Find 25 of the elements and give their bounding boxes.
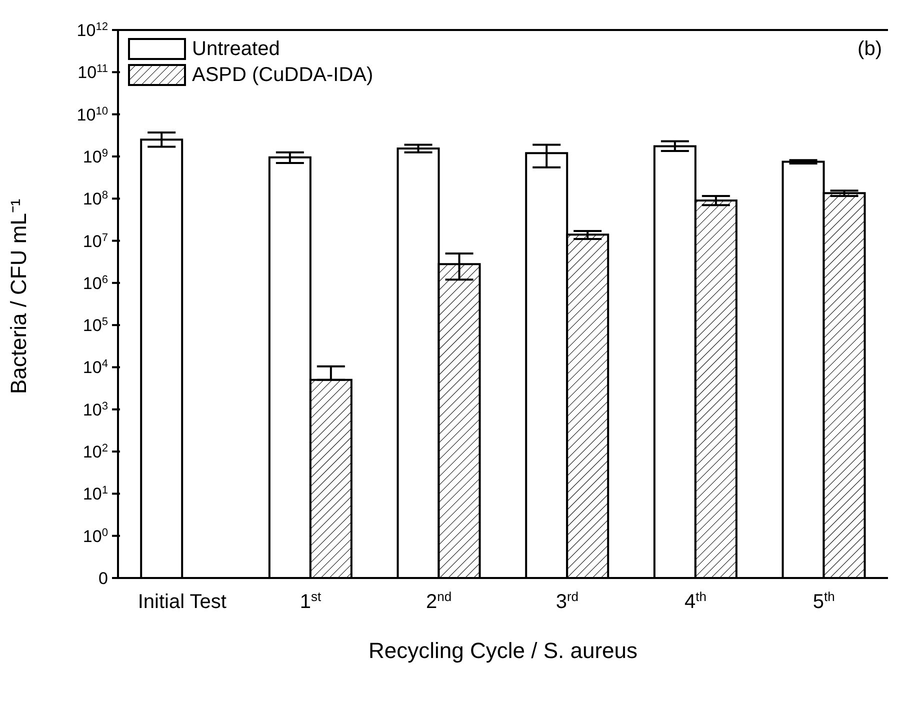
y-tick-label: 10$^{7}$ xyxy=(82,232,108,251)
y-tick-label: 10$^{6}$ xyxy=(82,274,108,293)
y-tick-label: 10$^{9}$ xyxy=(82,147,108,166)
y-tick-label: 0 xyxy=(98,569,108,588)
x-tick-label: 4$^{th}$ xyxy=(684,588,706,613)
annotation: (b) xyxy=(858,38,882,61)
y-tick-label: 10$^{4}$ xyxy=(82,358,108,378)
y-tick-label: 10$^{3}$ xyxy=(82,400,108,420)
x-tick-label: 5$^{th}$ xyxy=(812,588,835,613)
y-tick-label: 10$^{0}$ xyxy=(82,526,108,546)
y-tick-label: 10$^{10}$ xyxy=(76,105,108,124)
y-tick-label: 10$^{12}$ xyxy=(76,21,108,40)
y-tick-label: 10$^{11}$ xyxy=(78,63,108,82)
x-tick-label: 3$^{rd}$ xyxy=(556,588,579,613)
x-axis-title: Recycling Cycle / S. aureus xyxy=(368,638,638,663)
x-tick-label: 1$^{st}$ xyxy=(300,588,322,613)
y-tick-label: 10$^{5}$ xyxy=(82,316,108,336)
legend-label: Untreated xyxy=(192,38,280,60)
y-axis-title: Bacteria / CFU mL⁻¹ xyxy=(6,198,31,394)
y-tick-label: 10$^{8}$ xyxy=(82,190,108,209)
x-tick-label: 2$^{nd}$ xyxy=(426,588,452,613)
x-tick-label: Initial Test xyxy=(138,591,227,613)
y-tick-label: 10$^{1}$ xyxy=(82,484,108,504)
y-tick-label: 10$^{2}$ xyxy=(82,442,108,462)
legend-label: ASPD (CuDDA-IDA) xyxy=(192,64,374,86)
